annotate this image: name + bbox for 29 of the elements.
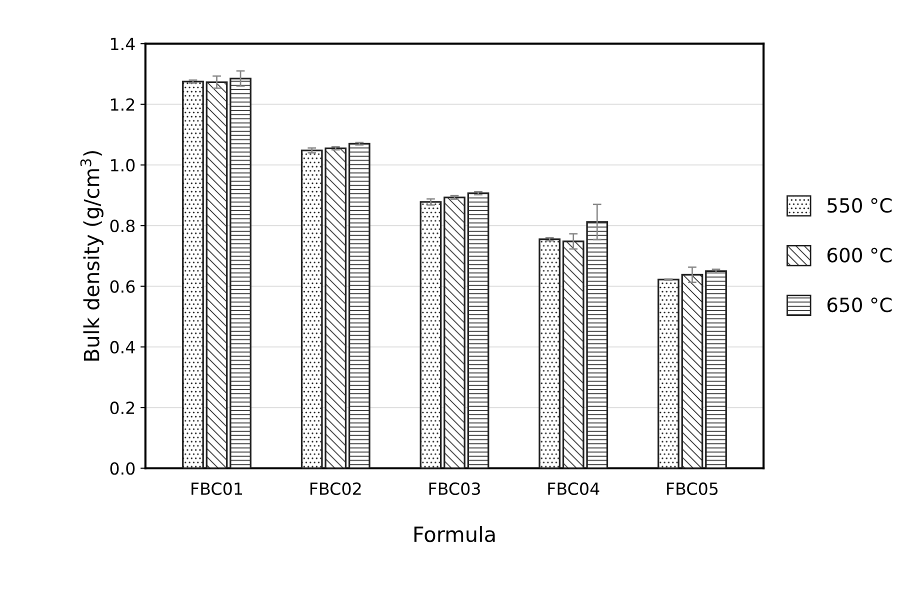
y-axis-title: Bulk density (g/cm$^{3}$) (80, 151, 104, 361)
x-tick-label: FBC05 (667, 482, 718, 496)
y-tick-label: 1.0 (111, 158, 135, 172)
y-tick-label: 0.0 (110, 462, 135, 475)
x-axis-title: Formula (414, 526, 495, 542)
legend-label: 650 °C (827, 297, 892, 312)
bar (705, 270, 727, 468)
y-tick-label: 1.4 (111, 38, 135, 50)
legend-label: 550 °C (828, 198, 892, 213)
y-tick-label: 1.2 (111, 98, 134, 111)
legend-label: 600 °C (827, 248, 892, 262)
bar (467, 192, 490, 468)
bar (538, 238, 561, 468)
bar (444, 196, 466, 468)
bar (658, 278, 680, 468)
x-tick-label: FBC02 (310, 482, 361, 496)
x-tick-label: FBC03 (429, 482, 480, 496)
bar (348, 142, 370, 468)
bar (420, 201, 442, 468)
x-tick-label: FBC01 (192, 482, 242, 496)
y-tick-label: 0.4 (110, 340, 135, 354)
bar (681, 274, 704, 468)
bar (230, 78, 252, 468)
y-tick-label: 0.6 (110, 280, 135, 293)
x-tick-label: FBC04 (548, 482, 600, 496)
y-tick-label: 0.2 (110, 402, 134, 414)
bar (182, 80, 204, 468)
y-tick-label: 0.8 (110, 220, 135, 232)
bar (206, 81, 228, 468)
